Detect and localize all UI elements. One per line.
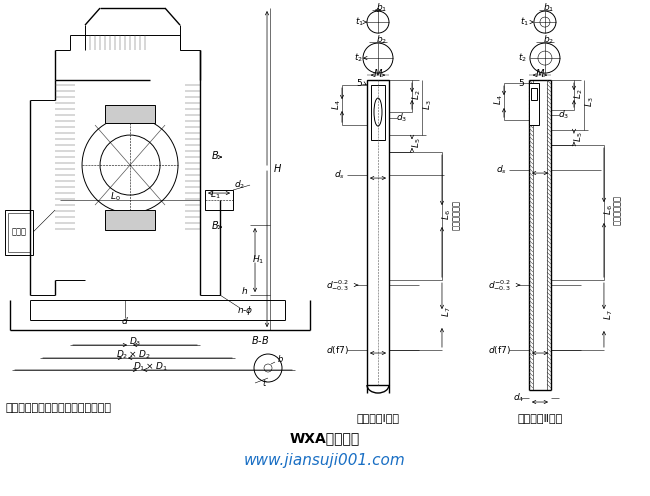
Text: 至箱体底平面: 至箱体底平面	[452, 200, 460, 230]
Text: $M$: $M$	[373, 67, 383, 79]
Text: $D_2\times D_2$: $D_2\times D_2$	[116, 349, 150, 361]
Text: www.jiansuji001.com: www.jiansuji001.com	[244, 452, 406, 468]
Text: $L_5$: $L_5$	[411, 138, 423, 148]
Text: $L_4$: $L_4$	[331, 100, 343, 111]
Text: $L_3$: $L_3$	[584, 97, 596, 107]
Text: $D_1\times D_1$: $D_1\times D_1$	[133, 361, 167, 373]
Text: $L_7$: $L_7$	[603, 310, 615, 320]
Text: $b$: $b$	[276, 353, 283, 364]
Text: $d$: $d$	[121, 314, 129, 325]
Text: $d$(f7): $d$(f7)	[488, 344, 510, 356]
Bar	[531, 88, 537, 100]
Bar	[367, 80, 389, 385]
Text: $d_s$: $d_s$	[495, 164, 506, 176]
Text: $n$-$\phi$: $n$-$\phi$	[237, 304, 254, 316]
Text: $t$: $t$	[262, 376, 268, 387]
Text: $L_3$: $L_3$	[422, 100, 434, 110]
Text: $t_2$: $t_2$	[354, 52, 363, 64]
Text: $L_5$: $L_5$	[573, 132, 585, 142]
Text: WXA型减速器: WXA型减速器	[290, 431, 360, 445]
Text: 实心轴（Ⅰ型）: 实心轴（Ⅰ型）	[356, 413, 400, 423]
Text: 报警器: 报警器	[12, 228, 27, 237]
Text: $L_2$: $L_2$	[411, 90, 423, 100]
Text: $t_1$: $t_1$	[356, 16, 365, 28]
Text: $B$-$B$: $B$-$B$	[251, 334, 269, 346]
Text: 至箱体底平面: 至箱体底平面	[614, 195, 623, 225]
Text: $t_1$: $t_1$	[521, 16, 530, 28]
Bar	[8, 213, 30, 252]
Text: $d_4$: $d_4$	[514, 392, 525, 404]
Bar	[205, 190, 233, 210]
Text: $d^{-0.2}_{-0.3}$: $d^{-0.2}_{-0.3}$	[326, 278, 348, 293]
Text: $B$: $B$	[211, 219, 219, 231]
Text: $t_2$: $t_2$	[519, 52, 527, 64]
Text: $d_2$: $d_2$	[235, 179, 246, 191]
Bar	[529, 83, 539, 125]
Text: 注：对于空心轴、顶上的盖板可取消: 注：对于空心轴、顶上的盖板可取消	[5, 403, 111, 413]
Text: $d_s$: $d_s$	[333, 169, 344, 182]
Text: $H$: $H$	[274, 162, 283, 174]
Text: $b_1$: $b_1$	[543, 2, 554, 14]
Text: $L_4$: $L_4$	[493, 95, 505, 105]
Bar	[105, 210, 155, 230]
Text: $L_0$: $L_0$	[110, 191, 120, 203]
Text: $D_3$: $D_3$	[129, 336, 141, 348]
Bar	[105, 105, 155, 123]
Text: $L_6$: $L_6$	[603, 205, 615, 215]
Text: $H_1$: $H_1$	[252, 254, 264, 266]
Text: 5: 5	[518, 78, 524, 88]
Text: $M$: $M$	[535, 67, 545, 79]
Text: $b_2$: $b_2$	[376, 34, 387, 46]
Text: $B$: $B$	[211, 149, 219, 161]
Text: $d^{-0.2}_{-0.3}$: $d^{-0.2}_{-0.3}$	[488, 278, 510, 293]
Bar	[5, 210, 33, 255]
Text: 空心轴（Ⅱ型）: 空心轴（Ⅱ型）	[517, 413, 563, 423]
Text: $L_2$: $L_2$	[573, 89, 585, 99]
Text: 5: 5	[356, 78, 362, 88]
Text: $d$(f7): $d$(f7)	[326, 344, 348, 356]
Text: $L_1$: $L_1$	[210, 189, 220, 201]
Text: $b_2$: $b_2$	[543, 34, 554, 46]
Text: $h$: $h$	[241, 285, 248, 296]
Text: $d_3$: $d_3$	[396, 112, 408, 124]
Text: $b_1$: $b_1$	[376, 2, 387, 14]
Text: $L_7$: $L_7$	[441, 307, 453, 317]
Bar	[371, 85, 385, 140]
Text: $d_3$: $d_3$	[558, 109, 569, 122]
Text: $L_6$: $L_6$	[441, 210, 453, 220]
